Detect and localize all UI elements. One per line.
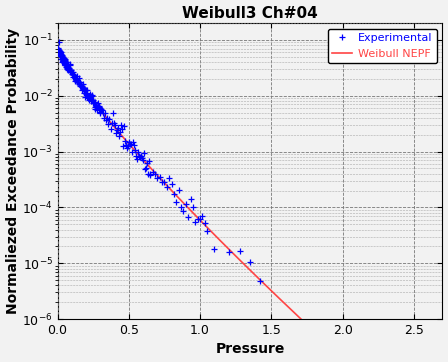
Experimental bbox=[56, 40, 61, 45]
Line: Weibull NEPF: Weibull NEPF bbox=[58, 49, 448, 362]
Title: Weibull3 Ch#04: Weibull3 Ch#04 bbox=[182, 5, 318, 21]
Experimental bbox=[56, 46, 61, 51]
X-axis label: Pressure: Pressure bbox=[215, 342, 284, 357]
Y-axis label: Normaliezed Exceedance Probability: Normaliezed Exceedance Probability bbox=[5, 28, 20, 314]
Experimental bbox=[59, 57, 64, 62]
Weibull NEPF bbox=[214, 234, 219, 239]
Weibull NEPF bbox=[95, 105, 100, 109]
Experimental bbox=[58, 53, 64, 57]
Legend: Experimental, Weibull NEPF: Experimental, Weibull NEPF bbox=[328, 29, 437, 63]
Line: Experimental: Experimental bbox=[56, 39, 395, 362]
Experimental bbox=[64, 63, 69, 67]
Experimental bbox=[90, 98, 95, 102]
Experimental bbox=[98, 106, 103, 110]
Weibull NEPF bbox=[55, 47, 60, 51]
Weibull NEPF bbox=[228, 248, 233, 253]
Weibull NEPF bbox=[324, 341, 329, 345]
Experimental bbox=[247, 260, 253, 265]
